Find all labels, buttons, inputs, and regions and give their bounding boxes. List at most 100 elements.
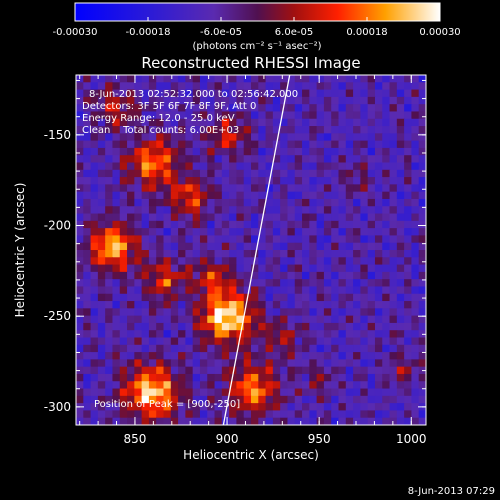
heatmap-cell — [302, 279, 310, 288]
heatmap-cell — [112, 279, 121, 288]
heatmap-cell — [345, 82, 354, 91]
heatmap-cell — [214, 235, 223, 244]
heatmap-cell — [199, 104, 208, 113]
heatmap-cell — [214, 388, 223, 397]
heatmap-cell — [163, 315, 172, 324]
heatmap-cell — [345, 388, 354, 397]
heatmap-cell — [280, 177, 289, 185]
heatmap-cell — [214, 264, 223, 273]
heatmap-cell — [418, 308, 426, 317]
heatmap-cell — [294, 169, 303, 178]
heatmap-cell — [374, 177, 383, 185]
heatmap-cell — [418, 410, 426, 419]
y-tick-label: -200 — [44, 219, 71, 233]
heatmap-cell — [229, 301, 238, 309]
heatmap-cell — [280, 257, 289, 266]
heatmap-cell — [316, 228, 325, 237]
heatmap-cell — [258, 330, 267, 339]
heatmap-cell — [287, 359, 296, 368]
heatmap-cell — [418, 89, 426, 98]
heatmap-cell — [221, 104, 230, 113]
y-tick-label: -150 — [44, 128, 71, 142]
heatmap-cell — [214, 133, 223, 142]
heatmap-cell — [331, 169, 340, 178]
heatmap-cell — [141, 213, 150, 222]
heatmap-cell — [236, 126, 245, 134]
heatmap-cell — [178, 104, 186, 113]
heatmap-cell — [316, 359, 325, 368]
heatmap-cell — [309, 250, 318, 258]
heatmap-cell — [199, 410, 208, 419]
heatmap-cell — [192, 373, 201, 382]
heatmap-cell — [316, 177, 325, 185]
heatmap-cell — [148, 140, 157, 149]
heatmap-cell — [258, 315, 267, 324]
heatmap-cell — [76, 279, 84, 288]
heatmap-cell — [163, 206, 172, 215]
heatmap-cell — [236, 257, 245, 266]
heatmap-cell — [353, 96, 361, 105]
heatmap-cell — [105, 111, 114, 120]
heatmap-cell — [294, 250, 303, 258]
heatmap-cell — [418, 359, 426, 368]
heatmap-cell — [360, 82, 369, 91]
heatmap-cell — [192, 75, 201, 83]
heatmap-cell — [83, 322, 92, 331]
heatmap-cell — [345, 366, 354, 375]
heatmap-cell — [141, 330, 150, 339]
heatmap-cell — [265, 82, 274, 91]
heatmap-cell — [294, 206, 303, 215]
heatmap-cell — [221, 191, 230, 200]
heatmap-cell — [396, 403, 405, 412]
heatmap-cell — [134, 410, 143, 419]
heatmap-cell — [76, 235, 84, 244]
heatmap-cell — [251, 82, 259, 91]
heatmap-cell — [185, 162, 194, 171]
heatmap-cell — [389, 410, 398, 419]
heatmap-cell — [214, 286, 223, 295]
heatmap-cell — [265, 191, 274, 200]
heatmap-cell — [302, 410, 310, 419]
heatmap-cell — [345, 147, 354, 156]
heatmap-cell — [331, 308, 340, 317]
heatmap-cell — [229, 410, 238, 419]
heatmap-cell — [156, 257, 165, 266]
heatmap-cell — [309, 162, 318, 171]
heatmap-cell — [105, 169, 114, 178]
heatmap-cell — [141, 279, 150, 288]
heatmap-cell — [185, 403, 194, 412]
heatmap-cell — [243, 111, 252, 120]
heatmap-cell — [229, 250, 238, 258]
heatmap-cell — [90, 104, 99, 113]
heatmap-cell — [411, 410, 420, 419]
heatmap-cell — [134, 104, 143, 113]
heatmap-cell — [360, 308, 369, 317]
heatmap-cell — [119, 410, 128, 419]
heatmap-cell — [90, 352, 99, 360]
heatmap-cell — [302, 126, 310, 134]
heatmap-cell — [83, 111, 92, 120]
heatmap-cell — [148, 315, 157, 324]
heatmap-cell — [258, 118, 267, 127]
heatmap-cell — [418, 75, 426, 83]
heatmap-cell — [76, 118, 84, 127]
heatmap-cell — [302, 198, 310, 207]
heatmap-cell — [396, 133, 405, 142]
heatmap-cell — [134, 337, 143, 346]
heatmap-cell — [287, 308, 296, 317]
heatmap-cell — [360, 410, 369, 419]
heatmap-cell — [309, 344, 318, 353]
heatmap-cell — [185, 366, 194, 375]
heatmap-cell — [418, 322, 426, 331]
heatmap-cell — [76, 198, 84, 207]
heatmap-cell — [214, 271, 223, 280]
heatmap-cell — [97, 279, 106, 288]
heatmap-cell — [374, 96, 383, 105]
heatmap-cell — [236, 169, 245, 178]
heatmap-cell — [243, 133, 252, 142]
heatmap-cell — [389, 191, 398, 200]
heatmap-cell — [199, 162, 208, 171]
heatmap-cell — [236, 271, 245, 280]
heatmap-cell — [345, 344, 354, 353]
heatmap-cell — [345, 140, 354, 149]
